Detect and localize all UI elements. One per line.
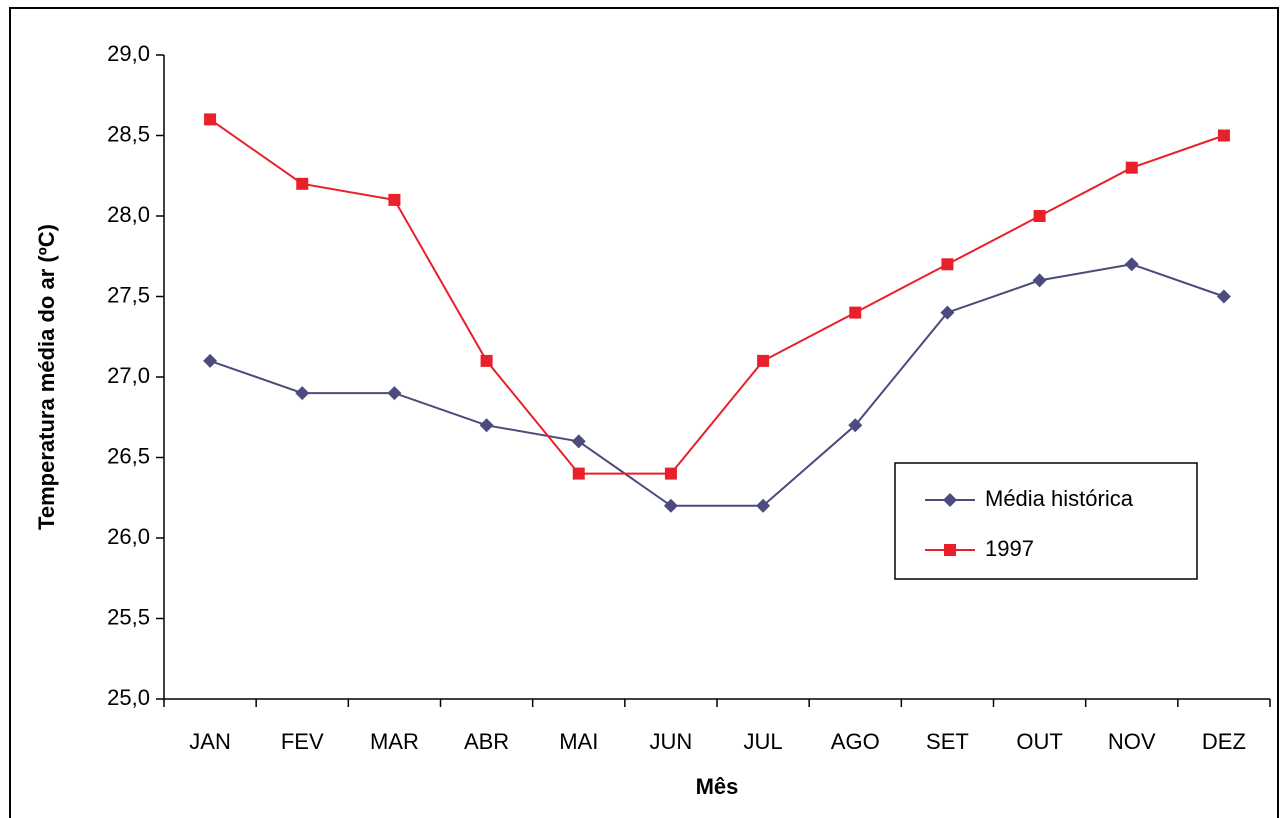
marker <box>1033 210 1046 222</box>
marker <box>1124 257 1139 272</box>
y-tick-label: 25,5 <box>107 604 150 629</box>
marker <box>388 193 401 206</box>
x-tick-label: MAI <box>559 729 598 754</box>
x-tick-label: JUN <box>650 729 693 754</box>
x-tick-label: SET <box>926 729 969 754</box>
x-tick-label: NOV <box>1108 729 1156 754</box>
x-tick-label: MAR <box>370 729 419 754</box>
marker <box>848 418 863 433</box>
marker <box>757 354 770 367</box>
marker <box>1217 129 1230 142</box>
legend-marker <box>944 544 956 556</box>
y-tick-label: 28,0 <box>107 202 150 227</box>
x-tick-label: JUL <box>744 729 783 754</box>
marker <box>203 353 218 368</box>
marker <box>756 498 771 513</box>
y-tick-label: 26,5 <box>107 443 150 468</box>
marker <box>1032 273 1047 288</box>
x-tick-label: ABR <box>464 729 509 754</box>
marker <box>480 354 493 367</box>
x-tick-label: AGO <box>831 729 880 754</box>
x-tick-label: FEV <box>281 729 324 754</box>
legend-marker <box>943 493 957 507</box>
y-tick-label: 27,0 <box>107 363 150 388</box>
x-tick-label: JAN <box>189 729 231 754</box>
marker <box>663 498 678 513</box>
y-tick-label: 29,0 <box>107 41 150 66</box>
marker <box>571 434 586 449</box>
marker <box>572 467 585 480</box>
chart-frame <box>9 7 1279 818</box>
marker <box>296 177 309 190</box>
y-tick-label: 27,5 <box>107 282 150 307</box>
marker <box>204 113 217 126</box>
marker <box>941 258 954 271</box>
marker <box>849 306 862 319</box>
legend-label: Média histórica <box>985 486 1134 511</box>
marker <box>1125 161 1138 174</box>
x-axis-title: Mês <box>696 774 739 799</box>
y-tick-label: 26,0 <box>107 524 150 549</box>
series-line <box>209 263 1225 507</box>
y-axis-title: Temperatura média do ar (ºC) <box>34 224 59 530</box>
marker <box>479 418 494 433</box>
legend-label: 1997 <box>985 536 1034 561</box>
y-tick-label: 25,0 <box>107 685 150 710</box>
y-tick-label: 28,5 <box>107 121 150 146</box>
marker <box>295 386 310 401</box>
x-tick-label: OUT <box>1016 729 1062 754</box>
marker <box>387 386 402 401</box>
marker <box>1216 289 1231 304</box>
marker <box>664 467 677 480</box>
marker <box>940 305 955 320</box>
legend-box <box>894 462 1198 580</box>
series-line <box>209 118 1225 475</box>
x-tick-label: DEZ <box>1202 729 1246 754</box>
